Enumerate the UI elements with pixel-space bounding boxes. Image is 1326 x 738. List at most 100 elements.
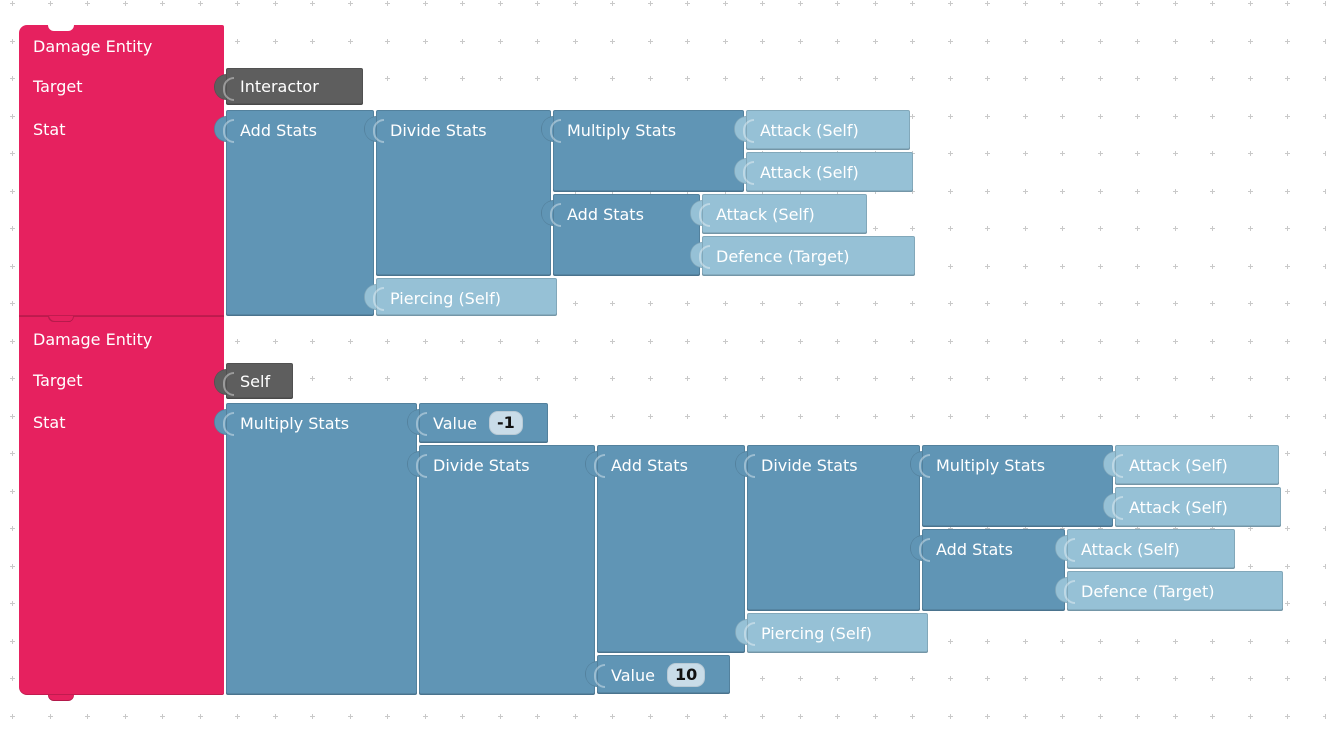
grid-dot <box>685 413 690 419</box>
grid-dot <box>1247 338 1253 344</box>
block-attack-self-2a[interactable]: Attack (Self) <box>1103 445 1279 485</box>
grid-dot <box>10 451 15 456</box>
grid-dot <box>947 413 953 419</box>
grid-dot <box>1285 376 1290 381</box>
grid-dot <box>647 301 653 306</box>
grid-dot <box>910 301 915 306</box>
grid-dot <box>10 151 15 156</box>
grid-dot <box>872 676 878 681</box>
grid-dot <box>1322 38 1326 44</box>
previous-connection-notch <box>48 25 74 31</box>
block-label: Defence (Target) <box>716 246 850 266</box>
grid-dot <box>10 601 15 606</box>
block-divide-stats-1[interactable]: Divide Stats <box>364 110 551 276</box>
block-damage-entity-2[interactable]: Damage Entity Target Stat <box>19 316 224 701</box>
grid-dot <box>1097 38 1103 44</box>
grid-dot <box>835 413 840 419</box>
grid-dot <box>1210 76 1215 81</box>
grid-dot <box>722 338 728 344</box>
block-add-stats-1b[interactable]: Add Stats <box>541 194 700 276</box>
grid-dot <box>197 1 203 6</box>
block-label: Divide Stats <box>390 120 487 140</box>
grid-dot <box>385 1 390 6</box>
grid-dot <box>1285 488 1290 494</box>
grid-dot <box>910 76 915 81</box>
block-damage-entity-1[interactable]: Damage Entity Target Stat <box>19 25 224 316</box>
grid-dot <box>760 1 765 6</box>
grid-dot <box>1097 226 1103 231</box>
value-field[interactable]: 10 <box>666 663 706 687</box>
grid-dot <box>610 301 615 306</box>
grid-dot <box>1022 226 1028 231</box>
grid-dot <box>1210 413 1215 419</box>
block-attack-self-1c[interactable]: Attack (Self) <box>690 194 867 234</box>
grid-dot <box>985 263 990 269</box>
grid-dot <box>1097 301 1103 306</box>
block-header: Interactor <box>226 68 363 104</box>
grid-dot <box>1097 263 1103 269</box>
grid-dot <box>647 376 653 381</box>
grid-dot <box>535 76 540 81</box>
grid-dot <box>1247 113 1253 119</box>
grid-dot <box>422 38 428 44</box>
grid-dot <box>47 713 53 719</box>
block-add-stats-2[interactable]: Add Stats <box>585 445 745 653</box>
block-add-stats-2b[interactable]: Add Stats <box>910 529 1065 611</box>
grid-dot <box>385 713 390 719</box>
block-value-neg-1[interactable]: Value -1 <box>407 403 548 443</box>
next-connection-tab <box>48 695 74 701</box>
block-defence-target-2[interactable]: Defence (Target) <box>1055 571 1283 611</box>
grid-dot <box>610 713 615 719</box>
grid-dot <box>460 338 465 344</box>
block-attack-self-2b[interactable]: Attack (Self) <box>1103 487 1281 527</box>
grid-dot <box>1210 38 1215 44</box>
block-multiply-stats-1[interactable]: Multiply Stats <box>541 110 744 192</box>
grid-dot <box>685 76 690 81</box>
grid-dot <box>1060 226 1065 231</box>
value-field[interactable]: -1 <box>488 411 523 435</box>
grid-dot <box>535 338 540 344</box>
block-attack-self-2c[interactable]: Attack (Self) <box>1055 529 1235 569</box>
grid-dot <box>610 76 615 81</box>
grid-dot <box>1135 1 1140 6</box>
block-multiply-stats-2[interactable]: Multiply Stats <box>214 403 417 695</box>
block-label: Attack (Self) <box>760 120 859 140</box>
grid-dot <box>835 676 840 681</box>
grid-dot <box>1135 301 1140 306</box>
block-piercing-self-2[interactable]: Piercing (Self) <box>735 613 928 653</box>
block-self[interactable]: Self <box>214 363 293 399</box>
grid-dot <box>760 338 765 344</box>
grid-dot <box>1060 151 1065 156</box>
block-attack-self-1b[interactable]: Attack (Self) <box>734 152 913 192</box>
grid-dot <box>1285 338 1290 344</box>
grid-dot <box>835 1 840 6</box>
grid-dot <box>347 376 353 381</box>
block-value-10[interactable]: Value 10 <box>585 655 730 694</box>
grid-dot <box>722 376 728 381</box>
grid-dot <box>1285 38 1290 44</box>
grid-dot <box>647 338 653 344</box>
block-defence-target-1[interactable]: Defence (Target) <box>690 236 915 276</box>
block-header: Add Stats <box>226 110 374 150</box>
grid-dot <box>1247 713 1253 719</box>
block-header: Divide Stats <box>747 445 920 485</box>
grid-dot <box>797 76 803 81</box>
grid-dot <box>1172 226 1178 231</box>
grid-dot <box>1210 151 1215 156</box>
grid-dot <box>460 76 465 81</box>
block-divide-stats-2[interactable]: Divide Stats <box>407 445 595 695</box>
block-multiply-stats-2b[interactable]: Multiply Stats <box>910 445 1113 527</box>
block-divide-stats-2b[interactable]: Divide Stats <box>735 445 920 611</box>
block-header: Attack (Self) <box>746 110 910 150</box>
grid-dot <box>1135 713 1140 719</box>
block-header: Add Stats <box>597 445 745 485</box>
grid-dot <box>985 301 990 306</box>
block-add-stats-1[interactable]: Add Stats <box>214 110 374 316</box>
block-piercing-self-1[interactable]: Piercing (Self) <box>364 278 557 316</box>
grid-dot <box>1097 113 1103 119</box>
grid-dot <box>10 338 15 344</box>
block-interactor[interactable]: Interactor <box>214 68 363 105</box>
block-label: Piercing (Self) <box>390 288 501 308</box>
grid-dot <box>947 301 953 306</box>
block-attack-self-1a[interactable]: Attack (Self) <box>734 110 910 150</box>
